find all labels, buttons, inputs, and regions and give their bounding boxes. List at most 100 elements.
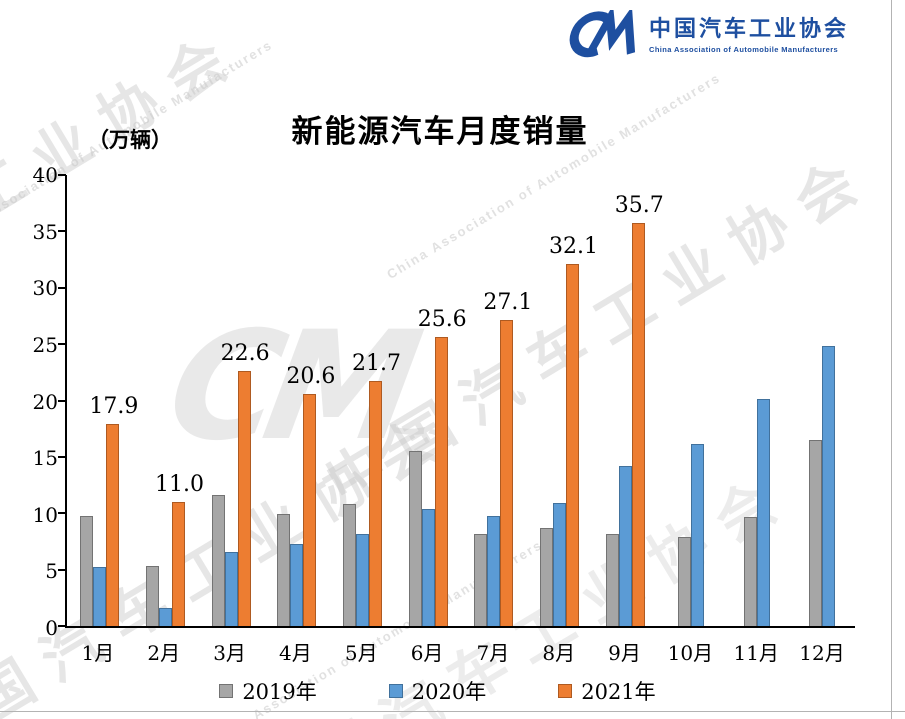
y-tick-mark [58, 174, 66, 176]
y-tick-label-25: 25 [32, 332, 58, 357]
bar-2020年-1月 [93, 567, 107, 626]
y-tick-label-40: 40 [32, 163, 58, 187]
slide-border-bottom [0, 711, 905, 712]
bar-group-8月: 32.1 [527, 175, 598, 626]
legend-item-2019年: 2019年 [219, 676, 317, 706]
y-tick-label-0: 0 [45, 616, 58, 640]
bar-2021年-4月 [303, 393, 317, 626]
caam-name-cn: 中国汽车工业协会 [649, 16, 850, 42]
x-label-12月: 12月 [799, 641, 845, 665]
bar-2021年-1月 [106, 424, 120, 626]
bar-2020年-11月 [756, 399, 770, 626]
bar-group-3月: 22.6 [198, 175, 270, 626]
bar-group-10月 [658, 175, 724, 626]
data-label-2021-2月: 11.0 [155, 471, 204, 497]
y-tick-mark [58, 343, 66, 346]
legend-label-2019年: 2019年 [242, 680, 317, 704]
legend-item-2021年: 2021年 [558, 676, 656, 706]
bar-group-12月 [789, 175, 855, 626]
data-label-2021-9月: 35.7 [614, 193, 664, 219]
bar-2019年-7月 [474, 533, 488, 626]
x-label-11月: 11月 [733, 641, 779, 665]
x-label-10月: 10月 [667, 641, 714, 665]
bar-2019年-11月 [743, 516, 757, 626]
x-label-9月: 9月 [608, 641, 641, 665]
bar-2020年-7月 [487, 515, 501, 626]
bar-2020年-2月 [159, 607, 172, 626]
bar-2021年-7月 [500, 320, 514, 626]
bar-group-7月: 27.1 [461, 175, 532, 626]
legend-item-2020年: 2020年 [388, 676, 487, 706]
bar-2019年-12月 [809, 439, 823, 626]
bar-2019年-1月 [80, 515, 94, 626]
bar-2019年-3月 [211, 495, 225, 626]
x-label-1月: 1月 [81, 641, 115, 665]
legend: 2019年 2020年 2021年 [0, 676, 875, 706]
data-label-2021-7月: 27.1 [483, 290, 533, 316]
bar-group-6月: 25.6 [395, 175, 467, 626]
plot-area: 17.9 11.0 22.6 20.6 21.7 25.6 27.1 32.1 35.7 [58, 174, 855, 628]
chart-title: 新能源汽车月度销量 [291, 114, 589, 149]
bar-2019年-9月 [605, 533, 619, 626]
bar-2020年-9月 [618, 465, 632, 626]
x-label-8月: 8月 [542, 641, 576, 665]
y-tick-mark [58, 286, 66, 289]
bar-group-2月: 11.0 [133, 175, 204, 626]
data-label-2021-1月: 17.9 [89, 394, 139, 420]
bar-2021年-5月 [369, 381, 383, 626]
bar-2020年-6月 [421, 508, 435, 626]
y-tick-mark [58, 568, 66, 571]
bar-2020年-8月 [553, 503, 567, 626]
x-label-7月: 7月 [476, 641, 510, 665]
x-label-3月: 3月 [213, 641, 246, 665]
data-label-2021-8月: 32.1 [549, 234, 599, 260]
x-label-4月: 4月 [279, 641, 312, 665]
bar-2021年-2月 [172, 501, 185, 626]
bar-2020年-10月 [690, 444, 704, 626]
bar-2020年-4月 [290, 543, 304, 626]
y-tick-label-30: 30 [32, 276, 58, 301]
bar-group-1月: 17.9 [67, 175, 138, 626]
bar-group-11月 [724, 175, 790, 626]
data-label-2021-5月: 21.7 [352, 351, 402, 377]
caam-logo: 中国汽车工业协会 China Association of Automobile… [552, 10, 849, 60]
y-tick-mark [58, 455, 66, 458]
bar-2020年-3月 [224, 551, 238, 626]
y-tick-label-15: 15 [32, 446, 58, 471]
y-tick-label-20: 20 [32, 389, 58, 414]
bar-2019年-5月 [343, 504, 357, 626]
y-tick-mark [58, 512, 66, 515]
data-label-2021-4月: 20.6 [286, 363, 336, 389]
y-axis-unit-label: （万辆） [88, 129, 172, 152]
bar-2020年-5月 [356, 533, 370, 626]
legend-label-2021年: 2021年 [581, 680, 656, 704]
x-label-6月: 6月 [410, 641, 444, 665]
y-tick-label-5: 5 [45, 559, 58, 584]
bar-group-5月: 21.7 [330, 175, 401, 626]
caam-logo-text: 中国汽车工业协会 China Association of Automobile… [649, 16, 849, 53]
y-tick-label-35: 35 [32, 219, 58, 244]
bar-2021年-3月 [237, 371, 251, 626]
bar-2019年-6月 [408, 451, 422, 626]
bar-2019年-4月 [277, 514, 291, 626]
caam-name-en: China Association of Automobile Manufact… [649, 44, 839, 54]
legend-swatch-2019年 [219, 684, 234, 698]
y-tick-label-10: 10 [32, 502, 58, 527]
legend-label-2020年: 2020年 [411, 680, 487, 704]
x-label-2月: 2月 [147, 641, 181, 665]
bar-group-4月: 20.6 [264, 175, 335, 626]
caam-logo-icon [569, 10, 636, 58]
bar-2019年-10月 [677, 536, 691, 626]
x-label-5月: 5月 [344, 641, 378, 665]
legend-swatch-2020年 [388, 684, 403, 698]
y-axis: 0 5 10 15 20 25 30 35 40 [6, 163, 58, 640]
bar-2021年-6月 [434, 337, 448, 626]
y-tick-mark [58, 625, 66, 627]
bar-2021年-9月 [631, 223, 645, 626]
x-axis-labels: 1月 2月 3月 4月 5月 6月 7月 8月 9月 10月 11月 12月 [65, 637, 855, 666]
bar-2019年-2月 [146, 566, 159, 626]
slide-border-right [891, 0, 892, 719]
legend-swatch-2021年 [558, 684, 573, 698]
bar-2020年-12月 [822, 346, 836, 626]
